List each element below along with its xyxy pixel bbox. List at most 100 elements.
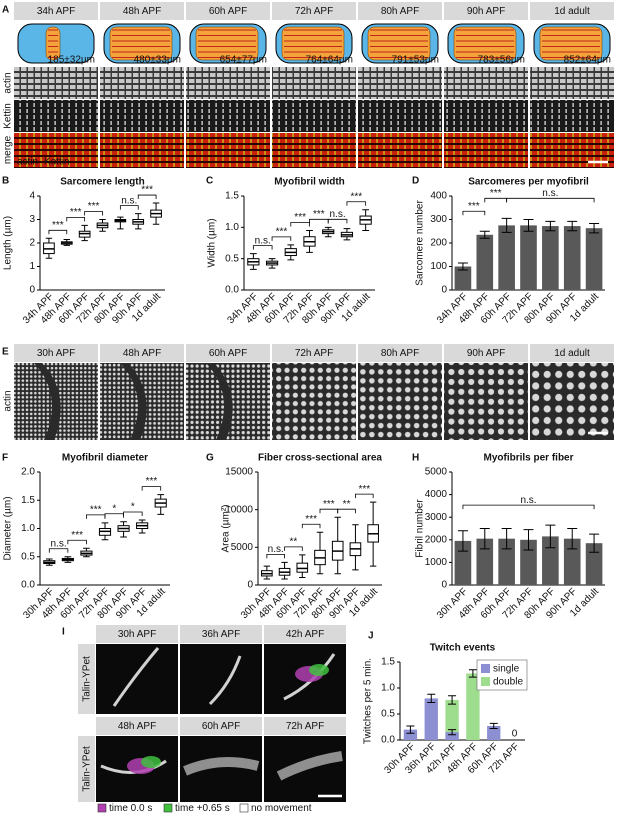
y-tick-label: 1 (29, 261, 35, 272)
significance-label: *** (146, 476, 158, 487)
y-tick-label: 0 (441, 580, 447, 591)
image-header (186, 344, 270, 362)
cross-section-image (358, 363, 442, 440)
chart-title: Myofibril diameter (62, 453, 148, 464)
panel-letter: B (2, 176, 9, 187)
y-tick-label: 0.5 (225, 253, 239, 264)
fiber-gap (120, 363, 147, 440)
error-bar (545, 220, 556, 232)
cross-section-image (272, 363, 356, 440)
error-bar (448, 729, 457, 736)
significance-label: *** (88, 201, 100, 212)
y-tick-label: 4 (29, 191, 35, 202)
chart-title: Myofibrils per fiber (483, 453, 573, 464)
legend-swatch (97, 803, 107, 813)
significance-bracket (337, 508, 356, 514)
image-header (264, 625, 346, 643)
kettin-image (100, 100, 184, 132)
error-bar (589, 533, 600, 553)
chart-title: Myofibril width (274, 177, 345, 188)
muscle-length: 783±56µm (478, 55, 525, 66)
image-header (14, 344, 98, 362)
significance-label: * (112, 503, 116, 514)
legend-label: time 0.0 s (109, 803, 152, 814)
merge-image (358, 133, 442, 168)
panel-letter: J (368, 631, 374, 642)
image-header-label: 42h APF (286, 629, 324, 640)
significance-bracket (506, 197, 595, 203)
kettin-image (272, 100, 356, 132)
bar (563, 538, 581, 585)
kettin-image (530, 100, 614, 132)
significance-bracket (66, 216, 86, 222)
image-header (358, 2, 442, 20)
significance-label: *** (490, 188, 502, 199)
side-label-bg (78, 736, 95, 802)
image-header (96, 717, 178, 735)
y-tick-label: 0.5 (381, 709, 395, 720)
error-bar (567, 528, 578, 550)
image-header (100, 2, 184, 20)
error-bar (479, 528, 490, 550)
panel-letter: E (2, 347, 9, 358)
significance-bracket (137, 194, 157, 200)
significance-label: n.s. (330, 209, 346, 220)
bar (585, 228, 603, 290)
actin-image (186, 67, 270, 99)
talin-signal (208, 655, 242, 706)
legend-label: single (493, 664, 520, 675)
significance-label: * (131, 502, 135, 513)
image-header (272, 2, 356, 20)
significance-bracket (67, 539, 87, 545)
row-label: actin (3, 72, 14, 93)
image-header-label: 80h APF (381, 6, 419, 17)
image-header-label: 36h APF (202, 629, 240, 640)
y-tick-label: 2000 (425, 534, 448, 545)
error-bar (489, 722, 498, 730)
merge-legend-kettin: Kettin (44, 157, 70, 168)
image-header-label: 48h APF (118, 721, 156, 732)
significance-label: *** (90, 504, 102, 515)
error-bar (567, 220, 578, 232)
chart-title: Fiber cross-sectional area (258, 453, 382, 464)
significance-bracket (301, 523, 321, 529)
bar (403, 729, 418, 740)
kettin-image (14, 100, 98, 132)
image-header (14, 2, 98, 20)
y-tick-label: 3000 (425, 512, 448, 523)
significance-bracket (84, 211, 103, 216)
actin-image (444, 67, 528, 99)
error-bar (457, 262, 468, 271)
bar (498, 225, 515, 290)
significance-label: n.s. (542, 188, 558, 199)
muscle-length: 764±64µm (306, 55, 353, 66)
image-header (358, 344, 442, 362)
image-header (272, 344, 356, 362)
y-tick-label: 1.5 (381, 657, 395, 668)
merge-image (100, 133, 184, 168)
muscle-length: 654±77µm (220, 55, 267, 66)
movement-t1 (309, 664, 329, 676)
legend-swatch (481, 664, 490, 673)
error-bar (468, 669, 477, 678)
box (296, 562, 309, 573)
bar (476, 234, 494, 290)
image-header (180, 717, 262, 735)
bar (424, 698, 438, 740)
muscle-length: 185±32µm (48, 55, 95, 66)
y-tick-label: 1000 (425, 557, 448, 568)
talin-signal (276, 751, 343, 781)
legend-swatch (239, 803, 249, 813)
significance-label: n.s. (255, 235, 271, 246)
legend-swatch (481, 677, 490, 686)
error-bar (545, 524, 556, 549)
error-bar (457, 530, 468, 552)
image-header (444, 344, 528, 362)
error-bar (523, 219, 534, 232)
y-tick-label: 2 (29, 238, 35, 249)
cross-section-image (444, 363, 528, 440)
y-tick-label: 0 (29, 285, 35, 296)
significance-label: *** (323, 499, 335, 510)
bar (454, 266, 472, 290)
y-tick-label: 3 (29, 214, 35, 225)
